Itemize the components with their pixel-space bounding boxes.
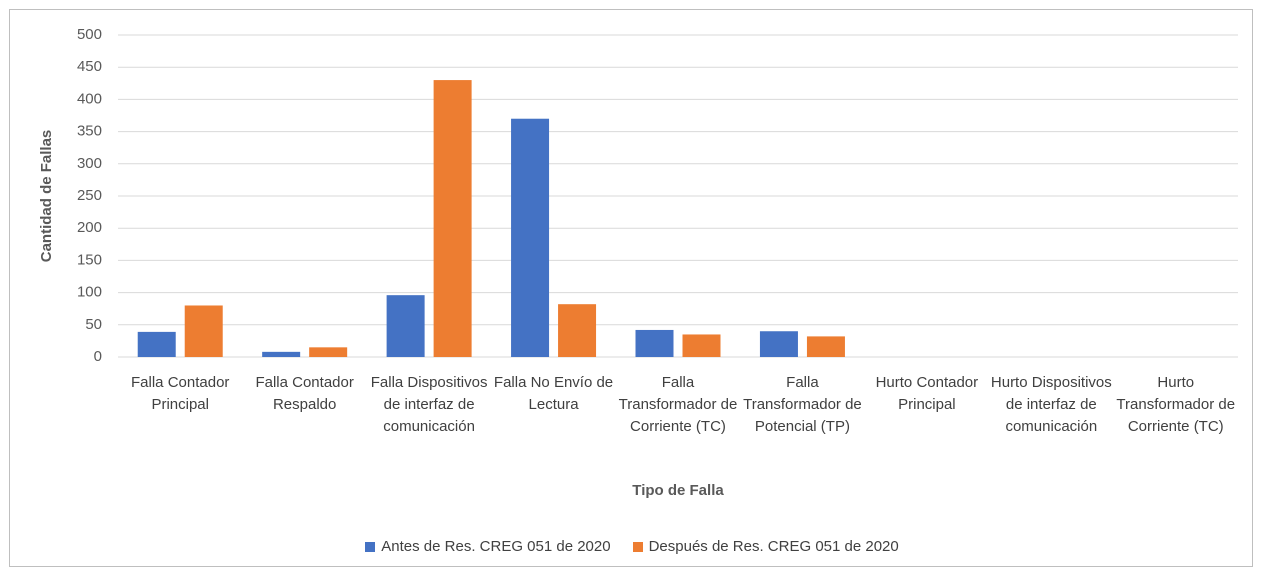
bar <box>386 295 425 357</box>
bar <box>759 331 798 357</box>
bar <box>558 304 597 357</box>
chart-frame <box>9 9 1253 567</box>
y-tick-label: 100 <box>77 284 102 301</box>
bar <box>137 331 176 357</box>
bar <box>511 118 550 357</box>
y-tick-label: 150 <box>77 251 102 268</box>
legend-swatch <box>632 541 643 552</box>
x-axis-title: Tipo de Falla <box>632 482 724 499</box>
bar <box>433 80 472 357</box>
legend: Antes de Res. CREG 051 de 2020 Después de… <box>0 538 1264 555</box>
bar <box>262 351 301 357</box>
y-tick-label: 300 <box>77 155 102 172</box>
x-tick-label: Hurto Contador Principal <box>875 374 979 413</box>
bar <box>309 347 348 357</box>
y-tick-label: 200 <box>77 219 102 236</box>
x-tick-label: Falla Dispositivos de interfaz de comuni… <box>370 374 488 435</box>
y-tick-label: 450 <box>77 58 102 75</box>
y-tick-label: 0 <box>94 348 102 365</box>
y-axis-title: Cantidad de Fallas <box>38 130 55 263</box>
x-tick-label: Falla Contador Respaldo <box>255 374 354 413</box>
x-tick-label: Falla Transformador de Corriente (TC) <box>618 374 738 435</box>
x-tick-label: Hurto Dispositivos de interfaz de comuni… <box>990 374 1112 435</box>
x-tick-label: Falla Transformador de Potencial (TP) <box>743 374 862 435</box>
y-tick-label: 500 <box>77 26 102 43</box>
bar <box>635 329 674 357</box>
x-tick-label: Falla Contador Principal <box>131 374 230 413</box>
y-tick-label: 350 <box>77 123 102 140</box>
y-tick-label: 50 <box>85 316 102 333</box>
bar <box>682 334 721 357</box>
x-tick-label: Hurto Transformador de Corriente (TC) <box>1116 374 1236 435</box>
y-tick-label: 400 <box>77 90 102 107</box>
y-tick-label: 250 <box>77 187 102 204</box>
legend-item: Antes de Res. CREG 051 de 2020 <box>365 538 611 555</box>
x-tick-label: Falla No Envío de Lectura <box>493 374 614 413</box>
legend-label: Antes de Res. CREG 051 de 2020 <box>381 538 611 555</box>
legend-swatch <box>365 541 376 552</box>
legend-item: Después de Res. CREG 051 de 2020 <box>632 538 899 555</box>
legend-label: Después de Res. CREG 051 de 2020 <box>648 538 899 555</box>
bar <box>806 336 845 357</box>
bar <box>184 305 223 357</box>
